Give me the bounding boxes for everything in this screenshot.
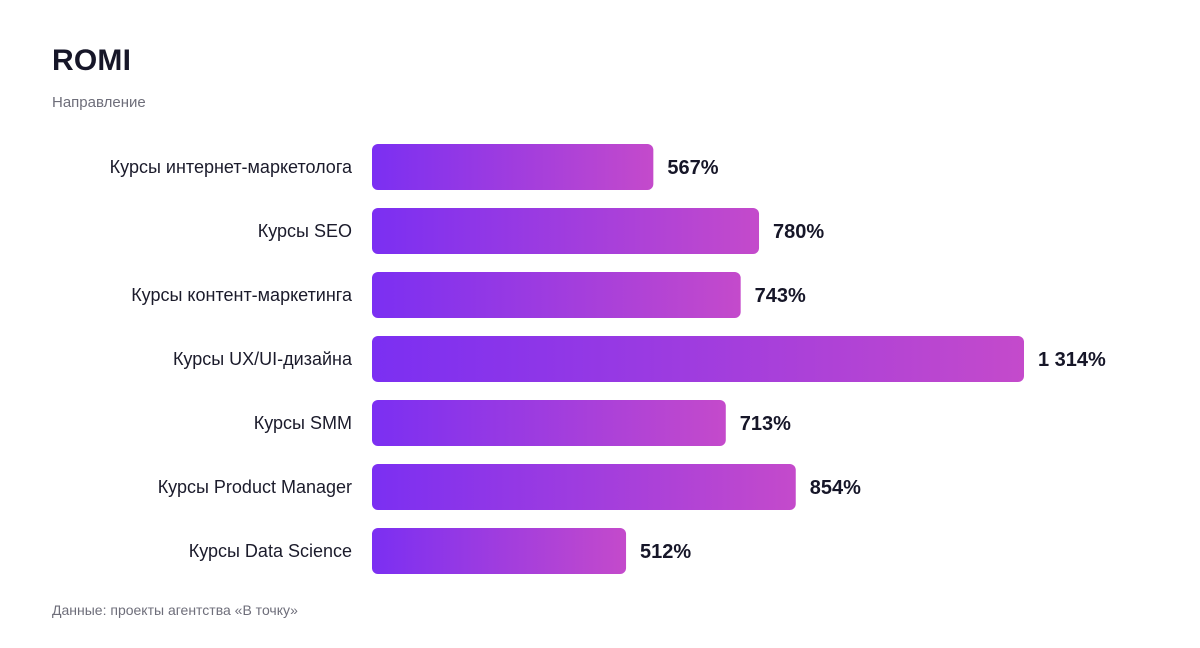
category-label: Курсы контент-маркетинга: [131, 285, 353, 305]
bar-row: Курсы интернет-маркетолога 567%: [110, 144, 719, 190]
value-label: 854%: [810, 477, 861, 499]
data-source-note: Данные: проекты агентства «В точку»: [52, 602, 298, 618]
value-label: 713%: [740, 413, 791, 435]
value-label: 743%: [755, 285, 806, 307]
bar: [372, 336, 1024, 382]
bar: [372, 144, 654, 190]
category-label: Курсы Product Manager: [158, 477, 352, 497]
bar-row: Курсы Product Manager 854%: [158, 464, 861, 510]
bar: [372, 464, 796, 510]
value-label: 567%: [667, 157, 718, 179]
category-label: Курсы UX/UI-дизайна: [173, 349, 353, 369]
bars-group: Курсы интернет-маркетолога 567% Курсы SEO 7…: [110, 144, 1106, 574]
bar: [372, 528, 627, 574]
chart-subtitle: Направление: [52, 94, 146, 111]
bar-row: Курсы SEO 780%: [258, 208, 824, 254]
value-label: 512%: [640, 541, 691, 563]
bar: [372, 272, 741, 318]
category-label: Курсы SEO: [258, 221, 352, 241]
category-label: Курсы SMM: [254, 413, 352, 433]
value-label: 1 314%: [1038, 349, 1106, 371]
bar-row: Курсы контент-маркетинга 743%: [131, 272, 806, 318]
bar-row: Курсы Data Science 512%: [189, 528, 691, 574]
value-label: 780%: [773, 221, 824, 243]
chart-title: ROMI: [52, 44, 132, 77]
category-label: Курсы интернет-маркетолога: [110, 157, 353, 177]
category-label: Курсы Data Science: [189, 541, 352, 561]
bar-row: Курсы SMM 713%: [254, 400, 791, 446]
bar: [372, 208, 760, 254]
bar-row: Курсы UX/UI-дизайна 1 314%: [173, 336, 1106, 382]
bar: [372, 400, 726, 446]
